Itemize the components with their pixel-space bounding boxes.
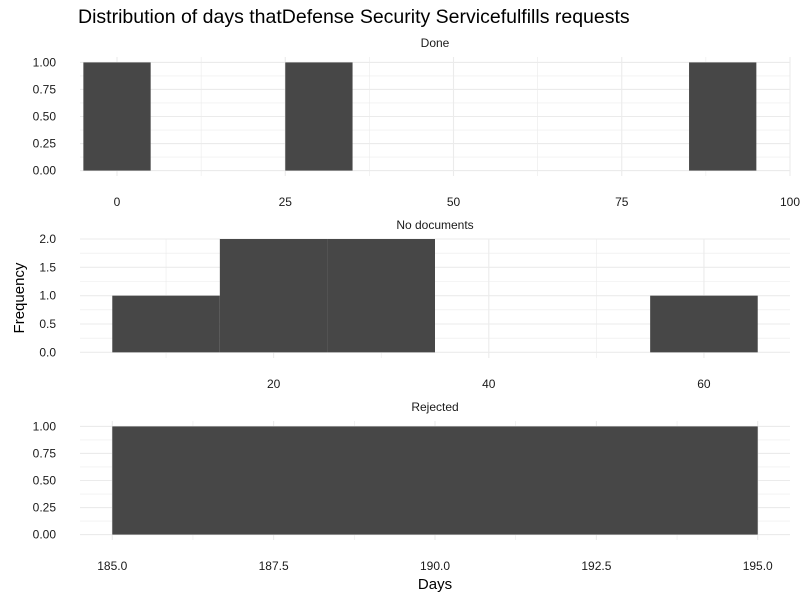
x-tick-label: 195.0	[743, 559, 773, 573]
y-tick-label: 0.0	[39, 345, 56, 359]
facet-label: No documents	[396, 218, 473, 232]
y-tick-label: 0.00	[33, 164, 57, 178]
histogram-bar	[112, 426, 758, 535]
x-tick-label: 40	[482, 377, 496, 391]
histogram-bar	[112, 295, 220, 353]
y-tick-label: 1.0	[39, 289, 56, 303]
y-axis-title: Frequency	[11, 262, 28, 333]
x-tick-label: 185.0	[97, 559, 127, 573]
x-tick-label: 190.0	[420, 559, 450, 573]
y-tick-label: 0.25	[33, 137, 57, 151]
panel-2: No documents 0.0 0.5 1.0 1.5 2.0 20 40 60	[39, 218, 790, 391]
y-tick-label: 1.00	[33, 55, 57, 69]
x-tick-label: 0	[114, 195, 121, 209]
x-tick-label: 50	[447, 195, 461, 209]
y-tick-label: 0.5	[39, 317, 56, 331]
x-tick-label: 60	[697, 377, 711, 391]
histogram-bar	[83, 62, 151, 171]
y-tick-label: 0.25	[33, 501, 57, 515]
panel-1: Done 0.00 0.25 0.50 0.75 1.00 0 25 50 75 100	[33, 36, 800, 209]
panel-3: Rejected 0.00 0.25 0.50 0.75 1.00 185.0 187.5 19…	[33, 400, 790, 573]
y-tick-label: 0.75	[33, 446, 57, 460]
histogram-bar	[327, 239, 435, 353]
x-axis-title: Days	[418, 576, 452, 593]
facet-label: Done	[421, 36, 450, 50]
y-tick-label: 0.00	[33, 528, 57, 542]
facet-panels: Done 0.00 0.25 0.50 0.75 1.00 0 25 50 75 100 No doc…	[33, 36, 800, 573]
y-tick-label: 1.5	[39, 260, 56, 274]
facet-label: Rejected	[411, 400, 458, 414]
y-tick-label: 0.50	[33, 474, 57, 488]
histogram-bar	[650, 295, 758, 353]
y-tick-label: 2.0	[39, 232, 56, 246]
y-tick-label: 0.50	[33, 110, 57, 124]
chart-title: Distribution of days thatDefense Securit…	[78, 6, 630, 28]
x-tick-label: 187.5	[259, 559, 289, 573]
x-tick-label: 25	[279, 195, 293, 209]
histogram-bar	[285, 62, 353, 171]
y-tick-label: 1.00	[33, 419, 57, 433]
histogram-bar	[219, 239, 328, 353]
y-tick-label: 0.75	[33, 82, 57, 96]
x-tick-label: 192.5	[581, 559, 611, 573]
histogram-bar	[689, 62, 757, 171]
x-tick-label: 100	[780, 195, 800, 209]
x-tick-label: 75	[615, 195, 629, 209]
x-tick-label: 20	[267, 377, 281, 391]
